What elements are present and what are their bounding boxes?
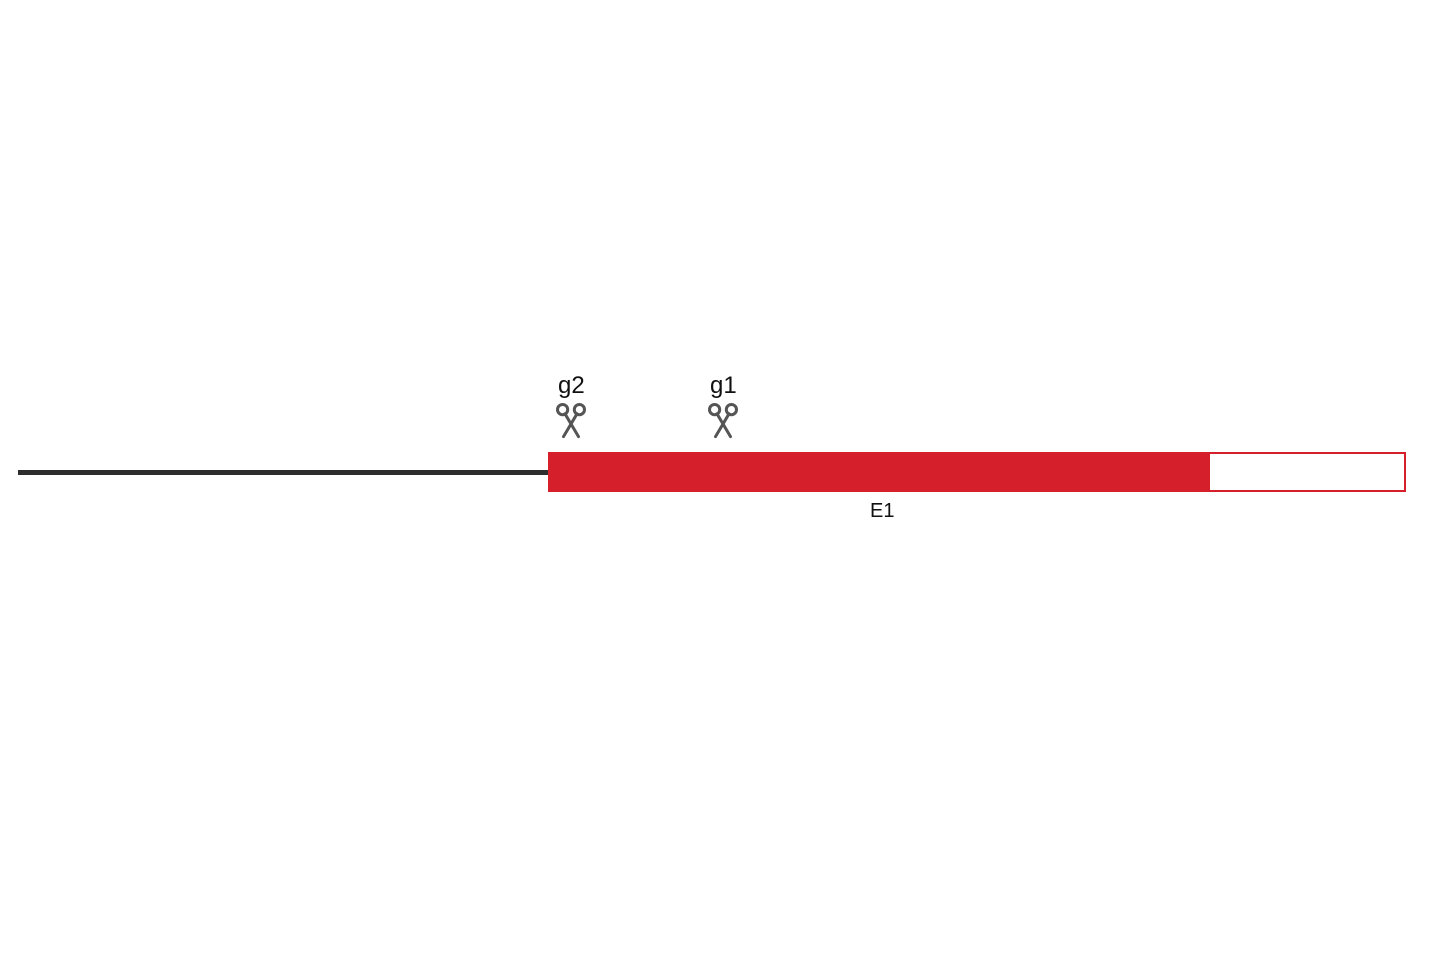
exon-e1-fill [548,452,1210,492]
scissor-svg [708,402,738,440]
exon-label-e1: E1 [870,500,894,523]
gene-diagram: E1 g2 g1 [0,0,1440,960]
intron-line-left [18,470,548,475]
scissor-icon [556,402,586,440]
guide-label-g1: g1 [710,372,737,400]
guide-label-g2: g2 [558,372,585,400]
scissor-svg [556,402,586,440]
scissor-icon [708,402,738,440]
